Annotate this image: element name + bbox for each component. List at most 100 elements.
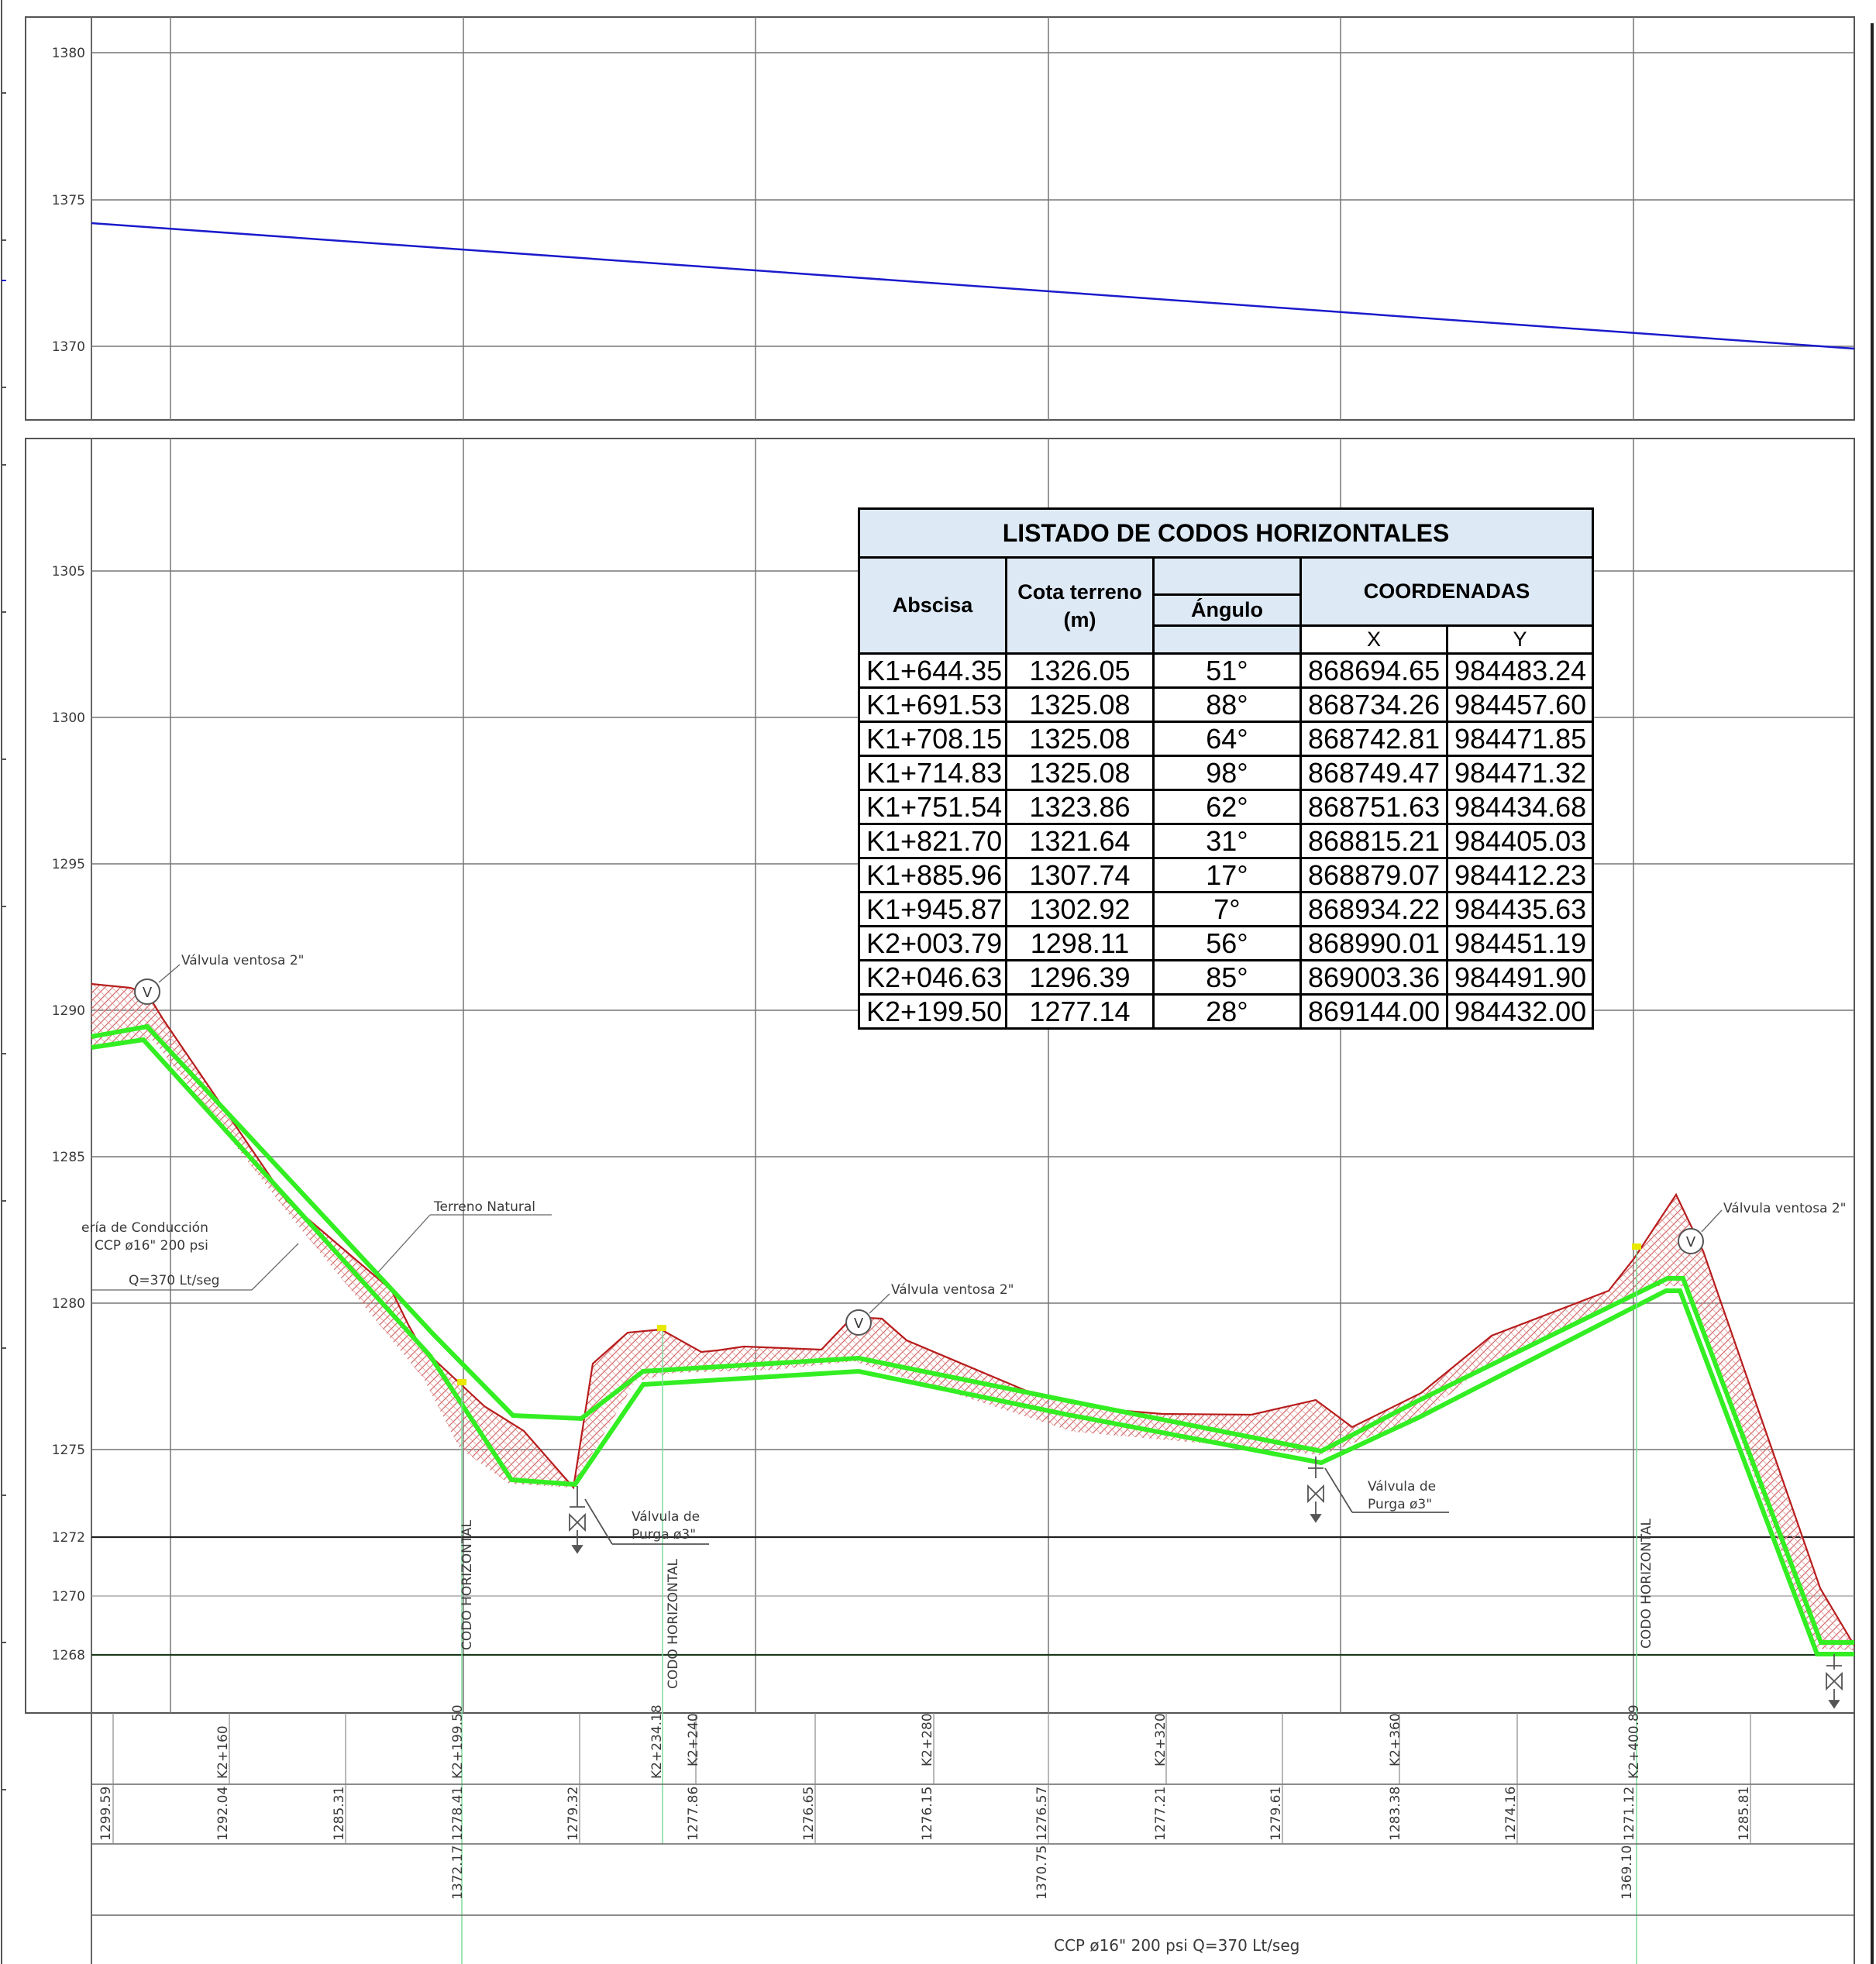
air-valve-symbol: V [854,1316,864,1332]
y-tick-label: 1375 [52,193,85,208]
air-valve-label: Válvula ventosa 2" [891,1282,1014,1298]
y-tick-label: 1370 [52,339,85,355]
table-cell: 868990.01 [1299,925,1448,961]
terrain-elevation: 1271.12 [1622,1787,1637,1841]
table-cell: 868694.65 [1299,652,1448,689]
terrain-elevation: 1276.57 [1034,1787,1050,1841]
station-label: K2+400.89 [1626,1704,1642,1779]
table-cell: 868934.22 [1299,891,1448,927]
pipe-spec-footer: CCP ø16" 200 psi Q=370 Lt/seg [1054,1936,1299,1955]
air-valve-symbol: V [143,985,153,1001]
table-cell: 984483.24 [1445,652,1595,689]
top-panel: 1380 1375 1370 [25,16,1855,421]
col-header-y: Y [1445,624,1595,655]
hydraulic-elevation: 1370.75 [1034,1845,1050,1900]
y-tick-label: 1380 [52,46,85,61]
table-cell: 64° [1152,721,1302,757]
data-band: K2+160 K2+199.50 K2+234.18 K2+240 K2+280… [91,1704,1855,1964]
table-cell: K2+003.79 [858,925,1007,961]
table-cell: 984435.63 [1445,891,1595,927]
y-tick-label: 1295 [52,857,85,872]
purge-valve-2 [1307,1457,1449,1523]
purge-valve-1 [569,1486,709,1554]
table-cell: 868751.63 [1299,789,1448,825]
codo-point [457,1379,466,1385]
table-cell: 31° [1152,823,1302,859]
hydraulic-elevation: 1369.10 [1620,1845,1635,1900]
air-valve-label: Válvula ventosa 2" [181,953,305,968]
purge-valve-label: Válvula de [1368,1479,1436,1494]
table-row: K2+003.79 1298.11 56° 868990.01 984451.19 [858,925,1595,961]
bottom-panel-frame [25,438,1855,1714]
table-cell: 17° [1152,857,1302,893]
table-body: K1+644.35 1326.05 51° 868694.65 984483.24 K1+… [858,652,1595,1030]
col-header-coordenadas: COORDENADAS [1299,556,1595,627]
table-cell: 28° [1152,993,1302,1030]
col-header-x: X [1299,624,1448,655]
codo-point [1632,1243,1641,1250]
y-tick-label: 1300 [52,710,85,726]
table-row: K1+644.35 1326.05 51° 868694.65 984483.24 [858,652,1595,689]
table-cell: 1325.08 [1005,755,1155,791]
air-valve-2: V Válvula ventosa 2" [845,1282,1014,1336]
codo-horizontal-label: CODO HORIZONTAL [666,1558,681,1689]
air-valve-1: V Válvula ventosa 2" [134,953,305,1005]
table-cell: 868749.47 [1299,755,1448,791]
table-title: LISTADO DE CODOS HORIZONTALES [857,507,1595,559]
table-cell: 1323.86 [1005,789,1155,825]
col-header-cota: Cota terreno (m) [1005,556,1155,655]
y-tick-label: 1285 [52,1150,85,1165]
station-label: K2+360 [1388,1713,1403,1766]
table-row: K2+046.63 1296.39 85° 869003.36 984491.90 [858,959,1595,996]
table-row: K1+691.53 1325.08 88° 868734.26 984457.60 [858,686,1595,723]
pipe-top-line [91,1023,1854,1645]
table-cell: K1+644.35 [858,652,1007,689]
y-tick-label: 1275 [52,1443,85,1458]
air-valve-label: Válvula ventosa 2" [1723,1201,1847,1216]
terrain-elevation: 1279.61 [1268,1787,1284,1841]
y-tick-label: 1290 [52,1003,85,1019]
table-cell: 868879.07 [1299,857,1448,893]
col-header-angulo: Ángulo [1152,593,1302,627]
table-cell: 88° [1152,686,1302,723]
station-label: K2+320 [1153,1713,1169,1766]
excavation-hatch [91,984,1854,1650]
table-cell: 1296.39 [1005,959,1155,996]
station-label: K2+234.18 [649,1704,665,1779]
table-cell: 1325.08 [1005,721,1155,757]
table-cell: 1307.74 [1005,857,1155,893]
table-cell: 1326.05 [1005,652,1155,689]
table-row: K2+199.50 1277.14 28° 869144.00 984432.00 [858,993,1595,1030]
elbows-table: LISTADO DE CODOS HORIZONTALES Abscisa Co… [857,507,1595,1030]
purge-valve-label: Válvula de [632,1509,700,1525]
table-cell: 984412.23 [1445,857,1595,893]
table-cell: 868734.26 [1299,686,1448,723]
table-row: K1+714.83 1325.08 98° 868749.47 984471.32 [858,755,1595,791]
station-label: K2+199.50 [450,1704,466,1779]
table-cell: 868742.81 [1299,721,1448,757]
table-row: K1+945.87 1302.92 7° 868934.22 984435.63 [858,891,1595,927]
pipe-callout-line1: ería de Conducción [81,1220,208,1236]
table-cell: 984491.90 [1445,959,1595,996]
terrain-elevation: 1277.21 [1153,1787,1169,1841]
station-label: K2+280 [920,1713,935,1766]
table-cell: 62° [1152,789,1302,825]
col-header-angulo-top [1152,556,1302,596]
table-cell: 984405.03 [1445,823,1595,859]
table-cell: 7° [1152,891,1302,927]
terrain-profile-line [91,982,1855,1646]
table-cell: 1325.08 [1005,686,1155,723]
table-cell: 869144.00 [1299,993,1448,1030]
table-cell: 85° [1152,959,1302,996]
table-cell: K1+708.15 [858,721,1007,757]
codo-point [657,1325,666,1331]
y-tick-label: 1280 [52,1296,85,1312]
table-cell: 1302.92 [1005,891,1155,927]
air-valve-symbol: V [1686,1234,1696,1250]
table-cell: 98° [1152,755,1302,791]
terrain-elevation: 1278.41 [450,1787,466,1841]
purge-valve-3 [1826,1654,1843,1709]
table-cell: K1+691.53 [858,686,1007,723]
table-row: K1+885.96 1307.74 17° 868879.07 984412.23 [858,857,1595,893]
terrain-elevation: 1276.65 [801,1787,817,1841]
